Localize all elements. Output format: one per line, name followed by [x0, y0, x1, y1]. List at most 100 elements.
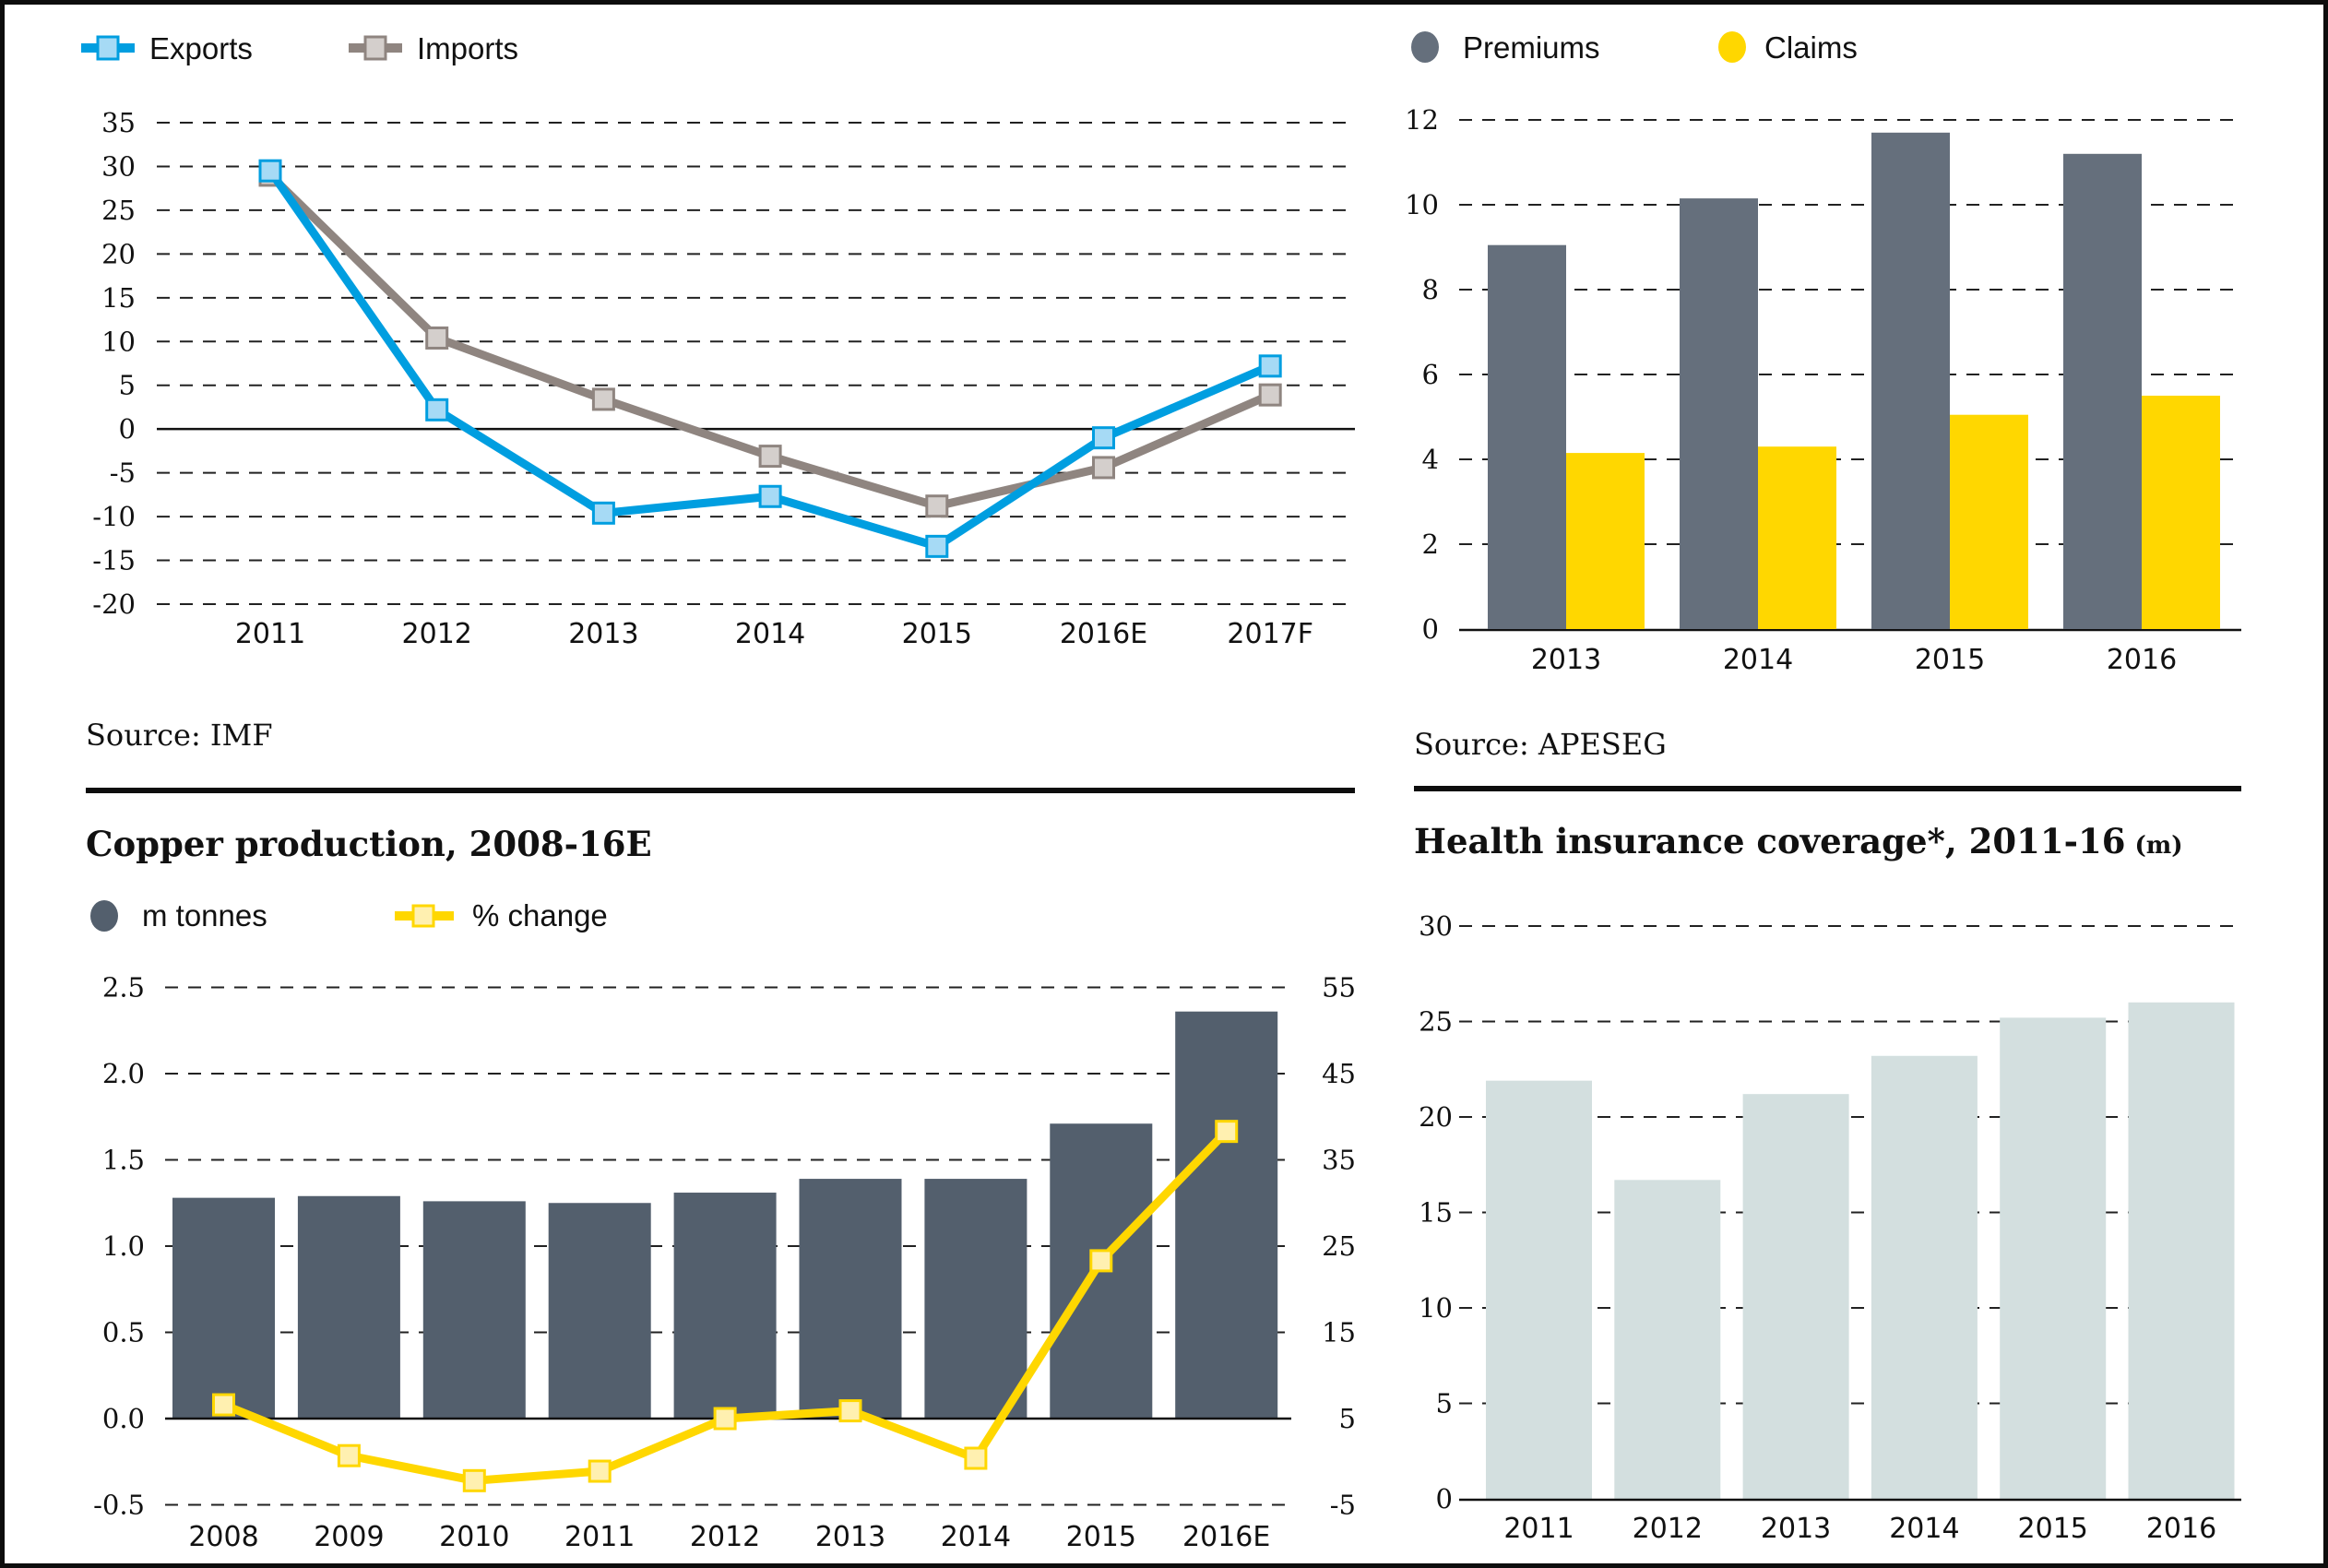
x-tick-label: 2014 — [941, 1521, 1011, 1553]
y-tick-label: 30 — [1419, 910, 1453, 942]
x-tick-label: 2008 — [188, 1521, 258, 1553]
legend-pct-change: % change — [395, 898, 608, 932]
imports-point — [1258, 383, 1282, 407]
x-tick-label: 2015 — [1066, 1521, 1136, 1553]
copper-x-axis: 2008 2009 2010 2011 2012 2013 2014 2015 2016E — [188, 1521, 1270, 1553]
m-tonnes-bar — [673, 1193, 777, 1419]
health-gridlines — [1459, 925, 2241, 1405]
copper-bars — [165, 1011, 1291, 1420]
exports-legend-label: Exports — [149, 31, 253, 65]
pct-change-point — [588, 1459, 612, 1483]
m-tonnes-bar — [924, 1179, 1027, 1419]
left-y-tick-label: 0.0 — [102, 1403, 145, 1434]
copper-legend: m tonnes % change — [90, 898, 608, 932]
trade-chart: Exports Imports 35302520151050-5-10-15-2… — [81, 31, 1355, 753]
y-tick-label: 0 — [1436, 1483, 1453, 1515]
coverage-bar — [2000, 1017, 2107, 1499]
copper-left-y-axis: 2.5 2.0 1.5 1.0 0.5 0.0 -0.5 — [93, 972, 145, 1521]
m-tonnes-bar — [297, 1195, 400, 1419]
pct-change-point — [1089, 1249, 1113, 1273]
claims-legend-label: Claims — [1764, 30, 1858, 65]
x-tick-label: 2010 — [439, 1521, 509, 1553]
right-y-tick-label: 45 — [1322, 1058, 1356, 1089]
m-tonnes-bar — [548, 1203, 651, 1419]
x-tick-label: 2013 — [568, 618, 638, 650]
x-tick-label: 2013 — [1761, 1513, 1831, 1545]
m-tonnes-legend-dot-icon — [90, 900, 118, 932]
y-tick-label: 4 — [1422, 444, 1439, 475]
claims-bar — [1758, 446, 1836, 629]
exports-point — [925, 534, 949, 558]
right-y-tick-label: 35 — [1322, 1145, 1356, 1176]
exports-series — [258, 159, 1282, 558]
exports-legend-icon — [81, 35, 135, 61]
trade-y-axis: 35 30 25 20 15 10 5 0 -5 -10 -15 -20 — [92, 107, 136, 620]
right-y-tick-label: 15 — [1322, 1317, 1356, 1348]
y-tick-label: 10 — [101, 326, 136, 357]
x-tick-label: 2014 — [1723, 644, 1793, 676]
copper-right-y-axis: 55 45 35 25 15 5 -5 — [1322, 972, 1356, 1521]
imports-point — [1092, 456, 1115, 480]
exports-point — [758, 484, 782, 508]
premiums-bar — [1680, 198, 1758, 629]
exports-point — [258, 159, 282, 183]
y-tick-label: 12 — [1405, 104, 1439, 136]
imports-point — [591, 387, 615, 411]
claims-bar — [1950, 414, 2028, 629]
y-tick-label: 6 — [1422, 359, 1439, 390]
x-tick-label: 2015 — [902, 618, 972, 650]
claims-bar — [2142, 396, 2220, 629]
right-y-tick-label: -5 — [1330, 1490, 1356, 1521]
x-tick-label: 2016 — [2107, 644, 2177, 676]
x-tick-label: 2011 — [1503, 1513, 1574, 1545]
exports-point — [591, 501, 615, 525]
imports-legend-marker — [363, 35, 387, 61]
x-tick-label: 2016E — [1060, 618, 1147, 650]
insurance-legend: Premiums Claims — [1411, 30, 1858, 65]
left-y-tick-label: 1.0 — [102, 1230, 145, 1262]
m-tonnes-bar — [172, 1197, 275, 1419]
coverage-bar — [1742, 1094, 1849, 1499]
y-tick-label: 5 — [1436, 1388, 1453, 1420]
m-tonnes-bar — [422, 1201, 526, 1419]
y-tick-label: -10 — [92, 501, 136, 532]
y-tick-label: 25 — [101, 195, 136, 226]
exports-point — [1258, 354, 1282, 378]
y-tick-label: 20 — [1419, 1101, 1453, 1133]
x-tick-label: 2013 — [1531, 644, 1601, 676]
imports-point — [925, 494, 949, 518]
pct-change-point — [838, 1399, 862, 1423]
m-tonnes-bar — [799, 1179, 902, 1419]
legend-claims: Claims — [1718, 30, 1858, 65]
y-tick-label: 15 — [1419, 1197, 1453, 1229]
premiums-legend-label: Premiums — [1463, 30, 1600, 65]
trade-legend: Exports Imports — [81, 31, 518, 65]
insurance-source: Source: APESEG — [1414, 727, 1667, 762]
y-tick-label: 15 — [101, 282, 136, 314]
y-tick-label: 35 — [101, 107, 136, 138]
trade-gridlines — [157, 122, 1355, 605]
health-bars — [1459, 1002, 2241, 1502]
y-tick-label: 10 — [1405, 189, 1439, 220]
imports-legend-label: Imports — [417, 31, 518, 65]
x-tick-label: 2017F — [1227, 618, 1313, 650]
copper-pct-change-series — [212, 1120, 1239, 1492]
premiums-bar — [2063, 153, 2142, 630]
y-tick-label: 30 — [101, 150, 136, 182]
legend-m-tonnes: m tonnes — [90, 898, 267, 932]
y-tick-label: 10 — [1419, 1292, 1453, 1324]
right-y-tick-label: 5 — [1339, 1403, 1356, 1434]
health-title-unit: (m) — [2134, 832, 2182, 860]
x-tick-label: 2013 — [815, 1521, 885, 1553]
legend-exports: Exports — [81, 31, 253, 65]
x-tick-label: 2015 — [1915, 644, 1985, 676]
x-tick-label: 2012 — [402, 618, 472, 650]
left-y-tick-label: 0.5 — [102, 1317, 145, 1348]
trade-source: Source: IMF — [86, 718, 273, 753]
insurance-y-axis: 12 10 8 6 4 2 0 — [1405, 104, 1439, 645]
trade-x-axis: 2011 2012 2013 2014 2015 2016E 2017F — [235, 618, 1313, 650]
x-tick-label: 2012 — [690, 1521, 760, 1553]
x-tick-label: 2009 — [314, 1521, 384, 1553]
pct-change-point — [713, 1407, 737, 1431]
